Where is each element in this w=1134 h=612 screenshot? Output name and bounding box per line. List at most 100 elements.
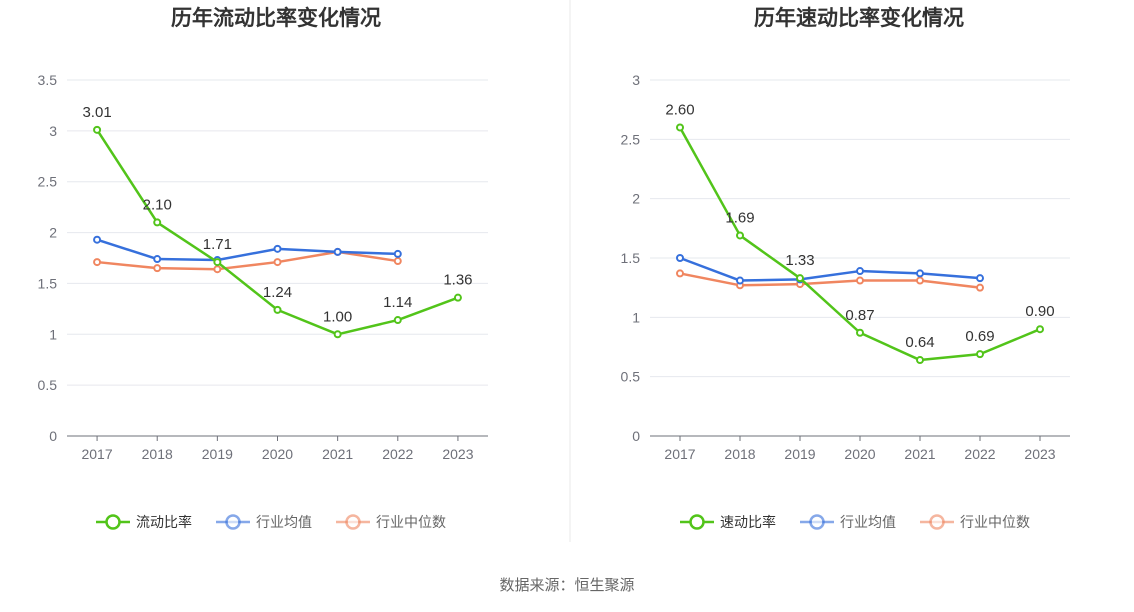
data-point-avg (273, 244, 282, 253)
legend-label: 流动比率 (136, 514, 192, 531)
legend-swatch-marker (809, 514, 825, 530)
x-tick-label: 2018 (724, 446, 755, 462)
data-point-main (333, 330, 342, 339)
legend-item-main: 速动比率 (680, 514, 776, 531)
x-tick-label: 2023 (1024, 446, 1055, 462)
data-label: 1.69 (725, 209, 754, 226)
legend-swatch-marker (929, 514, 945, 530)
legend-item-median: 行业中位数 (336, 514, 446, 531)
data-label: 2.10 (143, 196, 172, 213)
y-tick-label: 3.5 (38, 72, 58, 88)
x-tick-label: 2022 (964, 446, 995, 462)
y-tick-label: 3 (632, 72, 640, 88)
data-point-main (393, 316, 402, 325)
data-label: 0.64 (905, 334, 934, 351)
legend-item-avg: 行业均值 (800, 514, 896, 531)
series-line-avg (679, 256, 981, 282)
data-point-main (796, 274, 804, 283)
quick-ratio-chart: 历年速动比率变化情况 0 0.5 1 1.5 2 2.5 3 2017 2018 2019 2020 2… (621, 6, 1070, 531)
legend-swatch-marker (689, 514, 705, 530)
data-point-median (976, 283, 984, 292)
data-point-median (213, 265, 222, 274)
legend-swatch-marker (105, 514, 121, 530)
data-point-median (856, 276, 864, 285)
data-label: 3.01 (82, 104, 111, 121)
legend-swatch-marker (225, 514, 241, 530)
y-tick-label: 1 (632, 309, 640, 325)
data-label: 1.24 (263, 284, 292, 301)
y-tick-label: 1.5 (38, 275, 58, 291)
data-label: 1.00 (323, 308, 352, 325)
data-label: 1.33 (785, 252, 814, 269)
series-line-median (679, 272, 981, 289)
data-point-median (273, 258, 282, 267)
data-point-avg (333, 247, 342, 256)
data-point-avg (916, 269, 924, 278)
y-tick-label: 1 (49, 326, 57, 342)
x-tick-label: 2021 (904, 446, 935, 462)
data-point-main (213, 258, 222, 267)
data-point-main (736, 231, 744, 240)
data-point-main (1036, 325, 1044, 334)
data-point-main (153, 218, 162, 227)
data-source-note: 数据来源：恒生聚源 (499, 576, 635, 594)
series-line-main (678, 126, 1041, 362)
legend-item-avg: 行业均值 (216, 514, 312, 531)
data-point-avg (856, 267, 864, 276)
data-point-main (976, 350, 984, 359)
x-tick-label: 2017 (81, 446, 112, 462)
data-label: 1.14 (383, 294, 412, 311)
data-label: 2.60 (665, 101, 694, 118)
data-point-median (393, 257, 402, 266)
y-tick-label: 1.5 (621, 250, 641, 266)
x-tick-label: 2018 (142, 446, 173, 462)
data-point-median (916, 276, 924, 285)
x-tick-label: 2020 (262, 446, 293, 462)
legend-label: 行业中位数 (960, 515, 1030, 531)
data-label: 0.87 (845, 307, 874, 324)
series-line-avg (96, 238, 398, 262)
data-point-avg (93, 235, 102, 244)
legend-swatch-marker (345, 514, 361, 530)
y-tick-label: 0.5 (621, 369, 641, 385)
data-point-main (856, 328, 864, 337)
y-tick-label: 3 (49, 123, 57, 139)
chart-title: 历年流动比率变化情况 (171, 6, 381, 30)
x-tick-label: 2022 (382, 446, 413, 462)
data-point-avg (976, 274, 984, 283)
data-label: 0.69 (965, 328, 994, 345)
legend-label: 速动比率 (720, 514, 776, 531)
y-tick-label: 0.5 (38, 377, 58, 393)
x-tick-label: 2021 (322, 446, 353, 462)
data-point-avg (736, 276, 744, 285)
legend-label: 行业均值 (840, 515, 896, 531)
data-point-avg (153, 255, 162, 264)
chart-title: 历年速动比率变化情况 (754, 6, 964, 30)
legend-item-main: 流动比率 (96, 514, 192, 531)
data-point-main (676, 123, 684, 132)
data-label: 1.36 (443, 272, 472, 289)
legend-label: 行业均值 (256, 515, 312, 531)
data-point-median (93, 258, 102, 267)
data-point-main (453, 293, 462, 302)
y-tick-label: 0 (632, 428, 640, 444)
data-point-main (273, 305, 282, 314)
data-point-avg (676, 254, 684, 262)
x-tick-label: 2023 (442, 446, 473, 462)
data-point-main (93, 125, 102, 134)
data-point-main (916, 356, 924, 365)
y-tick-label: 2.5 (621, 131, 641, 147)
data-point-median (153, 264, 162, 273)
x-tick-label: 2019 (784, 446, 815, 462)
legend-label: 行业中位数 (376, 515, 446, 531)
y-tick-label: 2 (49, 225, 57, 241)
data-label: 0.90 (1025, 303, 1054, 320)
data-point-median (676, 269, 684, 278)
current-ratio-chart: 历年流动比率变化情况 0 0.5 1 1.5 2 2.5 3 3.5 2017 2018 2019 20… (38, 6, 488, 531)
x-tick-label: 2019 (202, 446, 233, 462)
x-tick-label: 2017 (664, 446, 695, 462)
y-tick-label: 2.5 (38, 174, 58, 190)
x-tick-label: 2020 (844, 446, 875, 462)
y-tick-label: 0 (49, 428, 57, 444)
